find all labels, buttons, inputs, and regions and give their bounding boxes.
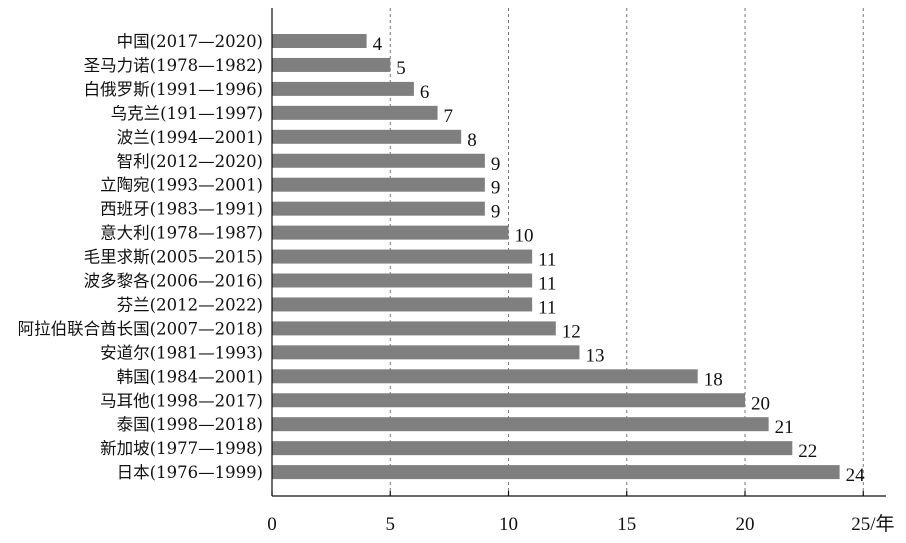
- category-label: 波多黎各(2006—2016): [84, 272, 263, 291]
- value-label: 5: [396, 58, 406, 79]
- bar: [272, 225, 509, 240]
- value-label: 8: [467, 130, 477, 151]
- x-tick-labels: 0 5 10 15 20 25/年: [267, 513, 894, 535]
- x-tick-label: 25/年: [851, 513, 894, 535]
- bar: [272, 34, 367, 48]
- category-label: 白俄罗斯(1991—1996): [84, 80, 263, 99]
- value-label: 9: [491, 178, 501, 199]
- category-label: 圣马力诺(1978—1982): [84, 56, 263, 75]
- category-label: 马耳他(1998—2017): [100, 391, 263, 410]
- bar: [272, 345, 580, 360]
- x-tick-label: 10: [499, 514, 518, 535]
- value-label: 7: [444, 106, 454, 127]
- bar: [272, 321, 556, 336]
- bar: [272, 369, 698, 384]
- value-label: 22: [798, 441, 817, 462]
- bar: [272, 465, 840, 480]
- value-label: 13: [585, 345, 604, 366]
- bar: [272, 249, 533, 264]
- category-labels: 中国(2017—2020) 圣马力诺(1978—1982) 白俄罗斯(1991—19…: [18, 32, 263, 482]
- bar: [272, 201, 485, 216]
- bar: [272, 441, 793, 456]
- category-label: 西班牙(1983—1991): [100, 200, 263, 219]
- category-label: 泰国(1998—2018): [117, 415, 263, 434]
- value-label: 9: [491, 154, 501, 175]
- axes: [271, 8, 886, 497]
- value-label: 21: [775, 417, 794, 438]
- category-label: 意大利(1978—1987): [100, 224, 263, 243]
- category-label: 中国(2017—2020): [117, 32, 263, 51]
- category-label: 新加坡(1977—1998): [100, 439, 263, 458]
- bar: [272, 177, 485, 192]
- category-label: 波兰(1994—2001): [117, 128, 263, 147]
- category-label: 智利(2012—2020): [117, 152, 263, 171]
- value-label: 11: [538, 250, 556, 271]
- bar: [272, 129, 462, 144]
- value-label: 10: [515, 226, 534, 247]
- value-label: 12: [562, 321, 581, 342]
- category-label: 芬兰(2012—2022): [117, 295, 263, 314]
- category-label: 韩国(1984—2001): [117, 367, 263, 386]
- bars: [272, 34, 840, 480]
- value-label: 11: [538, 274, 556, 295]
- value-label: 18: [704, 369, 723, 390]
- x-tick-label: 15: [617, 514, 636, 535]
- x-tick-label: 0: [267, 514, 277, 535]
- x-tick-label: 5: [386, 514, 396, 535]
- category-label: 毛里求斯(2005—2015): [84, 248, 263, 267]
- category-label: 日本(1976—1999): [117, 463, 263, 482]
- bar: [272, 153, 485, 168]
- value-label: 11: [538, 297, 556, 318]
- value-label: 20: [751, 393, 770, 414]
- bar: [272, 105, 438, 120]
- value-label: 24: [846, 465, 866, 486]
- bar: [272, 81, 414, 96]
- value-label: 9: [491, 202, 501, 223]
- value-label: 6: [420, 82, 430, 103]
- bar: [272, 57, 391, 72]
- bar: [272, 417, 769, 432]
- category-label: 立陶宛(1993—2001): [100, 176, 263, 195]
- bar: [272, 393, 745, 408]
- category-label: 阿拉伯联合酋长国(2007—2018): [18, 319, 263, 338]
- category-label: 乌克兰(191—1997): [111, 104, 263, 123]
- bar: [272, 273, 533, 288]
- x-tick-label: 20: [736, 514, 755, 535]
- category-label: 安道尔(1981—1993): [100, 343, 263, 362]
- value-label: 4: [373, 34, 383, 55]
- bar: [272, 297, 533, 312]
